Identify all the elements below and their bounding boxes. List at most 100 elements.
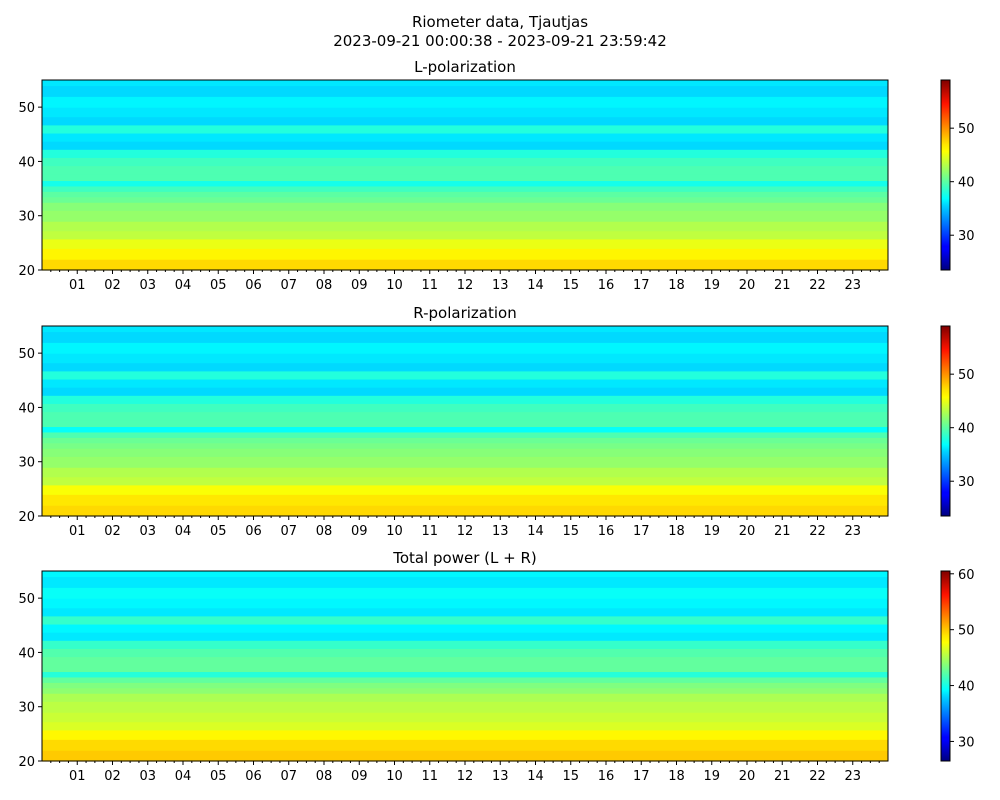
x-tick-label: 08 [316,278,333,293]
heatmap-band [42,331,888,343]
x-tick-label: 15 [562,524,579,539]
x-tick-label: 14 [527,769,544,784]
x-tick-label: 19 [703,278,720,293]
heatmap-band [42,395,888,404]
x-tick-label: 03 [139,769,156,784]
heatmap-band [42,623,888,633]
panel-1: L-polarization 20 30 40 50 01 02 03 04 05 06 07 08 09… [18,58,974,293]
x-tick-label: 13 [492,524,509,539]
x-tick-label: 19 [703,769,720,784]
x-tick-label: 02 [104,769,121,784]
y-tick-label: 50 [18,101,35,116]
heatmap-band [42,615,888,625]
colorbar-tick-label: 40 [958,176,975,191]
x-tick-label: 05 [210,769,227,784]
x-tick-label: 08 [316,769,333,784]
x-tick-label: 22 [809,278,826,293]
y-tick-label: 20 [18,755,35,770]
x-tick-label: 19 [703,524,720,539]
x-tick-label: 23 [844,278,861,293]
heatmap-band [42,426,888,433]
colorbar [941,571,950,761]
colorbar [941,80,950,270]
heatmap-band [42,598,888,609]
colorbar-tick-label: 50 [958,368,975,383]
heatmap-band [42,165,888,175]
x-tick-label: 07 [280,524,297,539]
heatmap-band [42,141,888,150]
heatmap-band [42,607,888,617]
heatmap-band [42,505,888,517]
x-tick-label: 15 [562,769,579,784]
heatmap-band [42,80,888,87]
heatmap-band [42,196,888,203]
x-tick-label: 04 [175,524,192,539]
heatmap-band [42,411,888,421]
heatmap-band [42,230,888,240]
heatmap-bands [42,80,888,271]
heatmap-band [42,180,888,187]
y-tick-label: 40 [18,155,35,170]
heatmap-band [42,403,888,413]
heatmap-band [42,362,888,372]
x-tick-label: 16 [598,278,615,293]
panels: L-polarization 20 30 40 50 01 02 03 04 05 06 07 08 09… [18,58,974,784]
x-tick-label: 18 [668,769,685,784]
y-tick-label: 40 [18,646,35,661]
x-tick-label: 02 [104,278,121,293]
x-tick-label: 09 [351,278,368,293]
x-tick-label: 04 [175,769,192,784]
x-tick-label: 03 [139,278,156,293]
x-tick-label: 07 [280,769,297,784]
colorbar [941,326,950,516]
y-tick-label: 50 [18,592,35,607]
heatmap-band [42,185,888,192]
y-tick-label: 30 [18,210,35,225]
heatmap-band [42,437,888,444]
colorbar-tick-label: 40 [958,422,975,437]
heatmap-band [42,576,888,588]
x-tick-label: 06 [245,278,262,293]
heatmap-band [42,571,888,578]
colorbar-frame [940,79,951,271]
heatmap-band [42,587,888,599]
heatmap-bands [42,571,888,762]
x-tick-label: 11 [421,278,438,293]
x-tick-label: 03 [139,524,156,539]
x-tick-label: 16 [598,524,615,539]
heatmap-band [42,721,888,731]
colorbar-tick-label: 30 [958,475,975,490]
heatmap-band [42,648,888,658]
heatmap-band [42,687,888,694]
x-tick-label: 20 [739,278,756,293]
x-tick-label: 12 [457,524,474,539]
heatmap-band [42,378,888,388]
heatmap-band [42,124,888,134]
x-tick-label: 12 [457,278,474,293]
x-tick-label: 05 [210,524,227,539]
heatmap-bands [42,326,888,517]
x-tick-label: 02 [104,524,121,539]
heatmap-band [42,494,888,506]
heatmap-band [42,456,888,468]
heatmap-band [42,656,888,666]
colorbar-tick-label: 50 [958,624,975,639]
x-tick-label: 09 [351,524,368,539]
heatmap-band [42,442,888,449]
x-tick-label: 13 [492,278,509,293]
heatmap-band [42,750,888,762]
panel-title: R-polarization [413,304,516,322]
x-tick-label: 08 [316,524,333,539]
colorbar-frame [940,325,951,517]
colorbar-frame [940,570,951,762]
heatmap-band [42,202,888,211]
heatmap-band [42,712,888,723]
x-tick-label: 11 [421,769,438,784]
heatmap-band [42,173,888,182]
heatmap-band [42,682,888,689]
heatmap-band [42,476,888,486]
x-tick-label: 10 [386,278,403,293]
heatmap-band [42,448,888,457]
y-tick-label: 30 [18,456,35,471]
